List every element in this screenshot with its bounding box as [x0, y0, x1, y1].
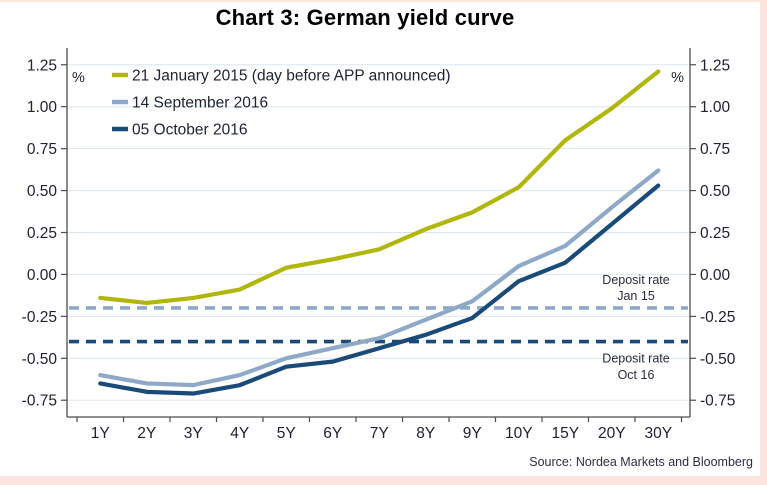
y-tick-label-left: 0.75 — [27, 141, 57, 158]
deposit-rate-label: Deposit rate — [602, 273, 669, 287]
y-tick-label-right: 0.25 — [700, 225, 730, 242]
y-tick-label-right: -0.50 — [700, 351, 736, 368]
x-tick-label: 7Y — [370, 425, 389, 442]
percent-label-left: % — [72, 70, 85, 86]
deposit-rate-label: Oct 16 — [618, 368, 655, 382]
legend-label: 05 October 2016 — [132, 122, 247, 139]
percent-label-right: % — [671, 70, 684, 86]
legend-label: 21 January 2015 (day before APP announce… — [132, 68, 451, 85]
y-tick-label-right: 1.25 — [700, 57, 730, 74]
legend-label: 14 September 2016 — [132, 95, 268, 112]
x-tick-label: 10Y — [505, 425, 533, 442]
page-edge-bottom — [0, 476, 767, 485]
x-tick-label: 5Y — [277, 425, 296, 442]
y-tick-label-left: -0.25 — [22, 309, 57, 326]
x-tick-label: 1Y — [91, 425, 110, 442]
y-tick-label-left: 0.00 — [27, 267, 58, 284]
x-tick-label: 3Y — [184, 425, 203, 442]
x-tick-label: 9Y — [463, 425, 482, 442]
source-credit: Source: Nordea Markets and Bloomberg — [529, 455, 753, 469]
x-tick-label: 2Y — [137, 425, 156, 442]
deposit-rate-label: Jan 15 — [617, 289, 655, 303]
y-tick-label-right: 0.75 — [700, 141, 730, 158]
page-edge-right — [760, 0, 767, 485]
y-tick-label-right: 0.00 — [700, 267, 731, 284]
y-tick-label-right: 1.00 — [700, 99, 731, 116]
yield-curve-chart: 1.25 1.25 1.00 1.00 0.75 0.75 0.50 0.50 0.25 0.25… — [22, 48, 736, 442]
y-tick-label-left: 1.25 — [27, 57, 57, 74]
y-tick-label-left: 1.00 — [27, 99, 58, 116]
x-tick-label: 6Y — [323, 425, 342, 442]
series-line-1 — [98, 168, 661, 388]
y-tick-label-left: 0.25 — [27, 225, 57, 242]
x-tick-label: 4Y — [230, 425, 249, 442]
deposit-rate-label: Deposit rate — [602, 352, 669, 366]
x-tick-label: 8Y — [416, 425, 435, 442]
series-line-0 — [98, 69, 661, 306]
series-line-2 — [98, 183, 661, 396]
y-tick-label-right: -0.25 — [700, 309, 735, 326]
y-tick-label-left: 0.50 — [27, 183, 58, 200]
chart-title: Chart 3: German yield curve — [215, 5, 515, 30]
chart-svg: 1.25 1.25 1.00 1.00 0.75 0.75 0.50 0.50 0.25 0.25… — [22, 48, 736, 442]
x-tick-label: 15Y — [551, 425, 579, 442]
page-edge-top — [0, 0, 767, 2]
y-tick-label-left: -0.50 — [22, 351, 58, 368]
y-tick-label-right: 0.50 — [700, 183, 731, 200]
y-tick-label-left: -0.75 — [22, 393, 57, 410]
y-tick-label-right: -0.75 — [700, 393, 735, 410]
x-tick-label: 30Y — [644, 425, 672, 442]
x-tick-label: 20Y — [598, 425, 626, 442]
